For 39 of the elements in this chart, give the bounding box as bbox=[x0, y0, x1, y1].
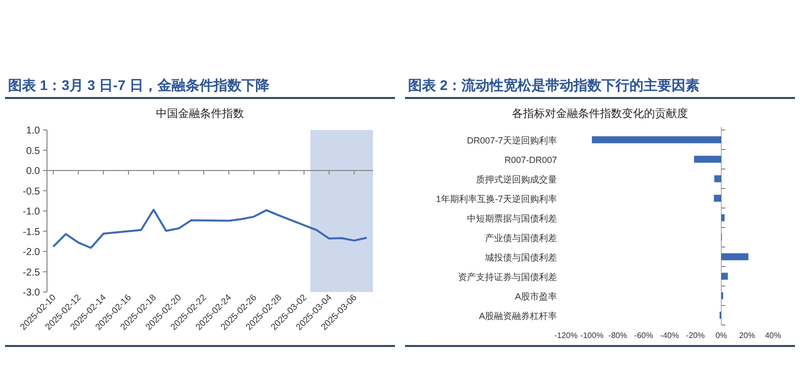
y-tick-label: 0.5 bbox=[26, 146, 40, 157]
y-tick-label: -1.0 bbox=[22, 206, 40, 218]
y-tick-label: 1.0 bbox=[26, 126, 40, 136]
y-tick-label: 质押式逆回购成交量 bbox=[476, 174, 557, 184]
x-tick-label: -40% bbox=[660, 331, 679, 340]
bar bbox=[714, 175, 722, 182]
y-tick-label: A股市盈率 bbox=[514, 291, 557, 302]
chart-subtitle: 中国金融条件指数 bbox=[156, 107, 244, 120]
y-tick-label: -2.0 bbox=[22, 247, 40, 258]
y-tick-label: 1年期利率互换-7天逆回购利率 bbox=[436, 194, 557, 204]
bar bbox=[721, 272, 728, 280]
x-tick-label: -60% bbox=[634, 331, 653, 340]
chart-title: 图表 2：流动性宽松是带动指数下行的主要因素 bbox=[408, 77, 700, 93]
y-tick-label: -1.5 bbox=[22, 226, 40, 238]
x-tick-label: 40% bbox=[764, 331, 782, 340]
y-tick-label: 0.0 bbox=[26, 166, 40, 177]
y-tick-label: 产业债与国债利差 bbox=[485, 232, 557, 243]
bar bbox=[721, 253, 748, 260]
line-series bbox=[52, 208, 368, 249]
y-tick-label: -3.0 bbox=[22, 288, 40, 298]
bar bbox=[694, 156, 722, 163]
x-tick-label: 20% bbox=[739, 331, 756, 340]
y-tick-label: -0.5 bbox=[22, 186, 40, 198]
bar bbox=[592, 136, 722, 144]
x-tick-label: 0% bbox=[715, 331, 728, 340]
x-tick-label: -100% bbox=[580, 331, 604, 340]
y-tick-label: A股融资融券杠杆率 bbox=[478, 310, 557, 321]
x-tick-label: -120% bbox=[554, 331, 578, 340]
bar bbox=[714, 194, 722, 202]
y-tick-label: R007-DR007 bbox=[504, 154, 557, 165]
chart-subtitle: 各指标对金融条件指数变化的贡献度 bbox=[512, 107, 688, 120]
y-tick-label: -2.5 bbox=[22, 267, 40, 278]
y-tick-label: 中短期票据与国债利差 bbox=[467, 213, 557, 224]
x-tick-label: -80% bbox=[608, 331, 628, 340]
y-tick-label: DR007-7天逆回购利率 bbox=[466, 135, 557, 146]
chart-title: 图表 1：3月 3 日-7 日，金融条件指数下降 bbox=[8, 77, 270, 93]
y-tick-label: 资产支持证券与国债利差 bbox=[458, 272, 557, 282]
x-tick-label: -20% bbox=[686, 331, 705, 340]
y-tick-label: 城投债与国债利差 bbox=[484, 252, 557, 262]
